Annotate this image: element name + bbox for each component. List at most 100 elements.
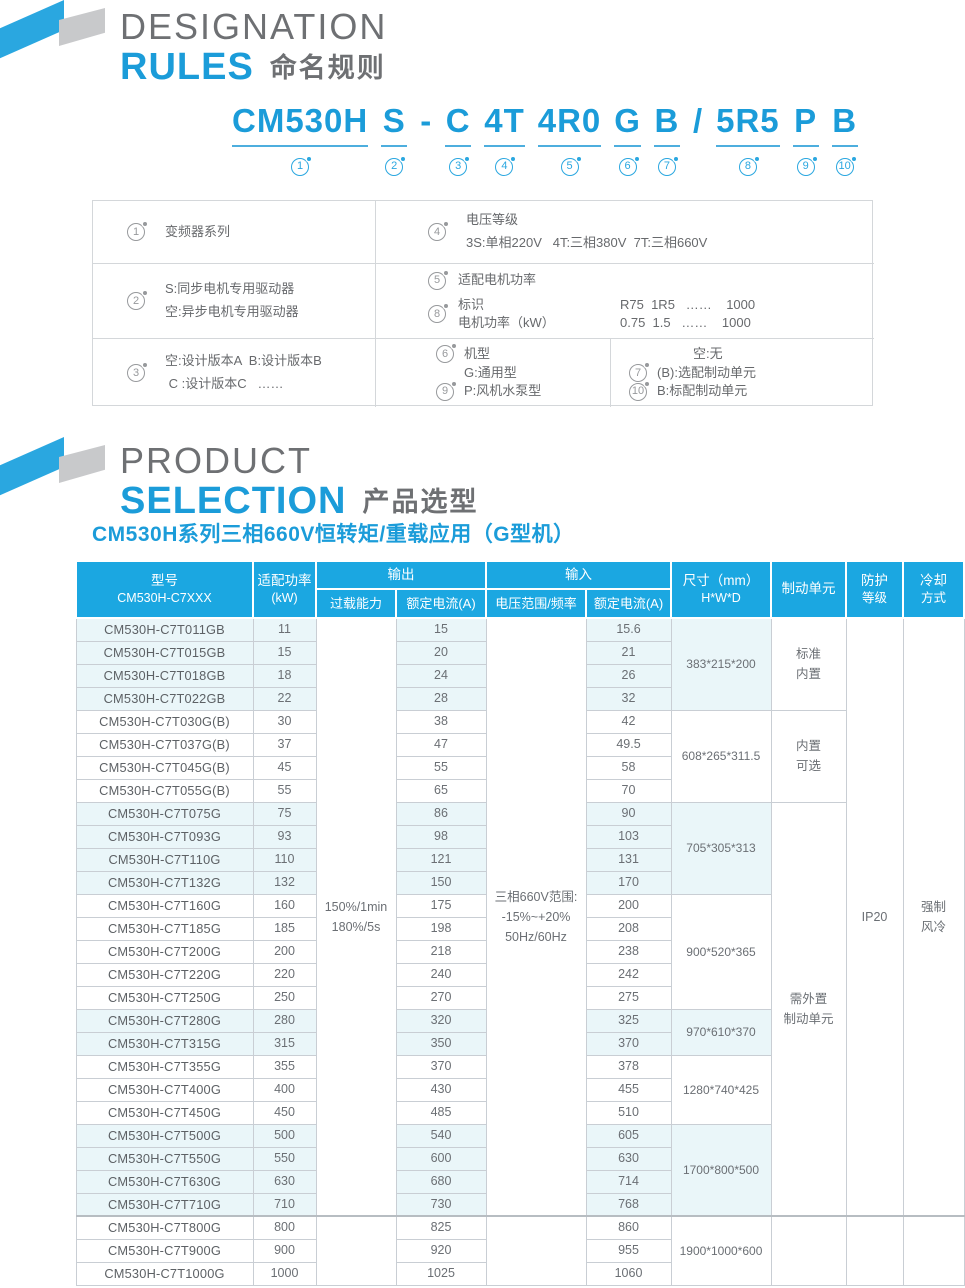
- circle-number-2: 2: [127, 291, 147, 310]
- brake-unit-group-cell: 标准 内置: [770, 617, 847, 711]
- selection-title-cn: 产品选型: [362, 487, 479, 517]
- input-current-cell: 21: [585, 640, 672, 665]
- col-header-in-current: 额定电流(A): [585, 588, 672, 619]
- spec-row: CM530H-C7T185G 185 198 208: [75, 916, 964, 941]
- designation-title-en: RULES: [120, 46, 254, 88]
- model-segment: CM530H 1: [232, 102, 369, 176]
- power-cell: 160: [252, 893, 317, 918]
- power-cell: 30: [252, 709, 317, 734]
- model-cell: CM530H-C7T220G: [75, 962, 254, 987]
- spec-row: CM530H-C7T055G(B) 55 65 70: [75, 778, 964, 803]
- output-current-cell: 920: [395, 1238, 487, 1263]
- model-cell: CM530H-C7T045G(B): [75, 755, 254, 780]
- overload-empty-cell: [315, 1215, 397, 1286]
- legend-text-9-p: P:风机水泵型: [464, 383, 542, 399]
- designation-legend-table: 1 变频器系列 4 电压等级 3S:单相220V 4T:三相380V 7T:三相…: [92, 200, 874, 407]
- power-cell: 37: [252, 732, 317, 757]
- circle-number-7: 7: [629, 363, 649, 382]
- input-current-cell: 955: [585, 1238, 672, 1263]
- selection-title-en: SELECTION: [120, 480, 347, 522]
- spec-table-title: CM530H系列三相660V恒转矩/重载应用（G型机）: [92, 523, 575, 546]
- model-segment-text: B: [654, 102, 680, 139]
- spec-row: CM530H-C7T075G 75 86 90 705*305*313 需外置 制动单元: [75, 801, 964, 1217]
- designation-title: RULES 命名规则: [120, 46, 386, 89]
- input-current-cell: 860: [585, 1215, 672, 1240]
- col-header-overload: 过载能力: [315, 588, 397, 619]
- output-current-cell: 680: [395, 1169, 487, 1194]
- circle-number-5: 5: [560, 156, 581, 176]
- designation-eyebrow: DESIGNATION: [120, 6, 388, 47]
- spec-row: CM530H-C7T250G 250 270 275: [75, 985, 964, 1010]
- power-cell: 400: [252, 1077, 317, 1102]
- power-cell: 630: [252, 1169, 317, 1194]
- circle-number-8: 8: [428, 304, 448, 324]
- model-segment-text: 5R5: [716, 102, 780, 139]
- col-header-power: 适配功率 (kW): [252, 560, 317, 619]
- model-segment: 4T 4: [484, 102, 525, 176]
- segment-underline: [653, 144, 680, 147]
- input-current-cell: 455: [585, 1077, 672, 1102]
- model-cell: CM530H-C7T037G(B): [75, 732, 254, 757]
- input-current-cell: 200: [585, 893, 672, 918]
- selection-title: SELECTION 产品选型: [120, 480, 478, 523]
- output-current-cell: 150: [395, 870, 487, 895]
- output-current-cell: 175: [395, 893, 487, 918]
- dimension-group-cell: 1700*800*500: [670, 1123, 772, 1217]
- legend-text-6-g: G:通用型: [464, 364, 517, 380]
- power-cell: 185: [252, 916, 317, 941]
- legend-text-7-none: 空:无: [693, 345, 723, 361]
- circle-number-9: 9: [436, 381, 456, 401]
- segment-underline: [537, 144, 602, 147]
- output-current-cell: 350: [395, 1031, 487, 1056]
- power-cell: 280: [252, 1008, 317, 1033]
- output-current-cell: 218: [395, 939, 487, 964]
- dimension-group-cell: 383*215*200: [670, 617, 772, 711]
- segment-underline: [484, 144, 525, 147]
- power-cell: 15: [252, 640, 317, 665]
- output-current-cell: 270: [395, 985, 487, 1010]
- output-current-cell: 15: [395, 617, 487, 642]
- model-segment-text: 4T: [484, 102, 525, 139]
- model-segment: B 10: [831, 102, 858, 176]
- col-header-brake: 制动单元: [770, 560, 847, 619]
- model-cell: CM530H-C7T110G: [75, 847, 254, 872]
- spec-row: CM530H-C7T1000G 1000 1025 1060: [75, 1261, 964, 1286]
- dimension-group-cell: 608*265*311.5: [670, 709, 772, 803]
- output-current-cell: 38: [395, 709, 487, 734]
- model-cell: CM530H-C7T132G: [75, 870, 254, 895]
- blue-ribbon-shape: [0, 0, 64, 59]
- model-cell: CM530H-C7T030G(B): [75, 709, 254, 734]
- segment-underline: [792, 144, 819, 147]
- input-current-cell: 605: [585, 1123, 672, 1148]
- model-segment-text: CM530H: [232, 102, 369, 139]
- legend-text-5-title: 适配电机功率: [458, 272, 537, 288]
- model-cell: CM530H-C7T450G: [75, 1100, 254, 1125]
- voltage-empty-cell: [485, 1215, 587, 1286]
- spec-row: CM530H-C7T710G 710 730 768: [75, 1192, 964, 1217]
- input-current-cell: 90: [585, 801, 672, 826]
- model-cell: CM530H-C7T710G: [75, 1192, 254, 1217]
- model-cell: CM530H-C7T200G: [75, 939, 254, 964]
- model-cell: CM530H-C7T355G: [75, 1054, 254, 1079]
- circle-number-7: 7: [657, 156, 678, 176]
- model-segment-text: B: [832, 102, 858, 139]
- spec-row: CM530H-C7T280G 280 320 325 970*610*370: [75, 1008, 964, 1056]
- col-header-cooling: 冷却 方式: [902, 560, 965, 619]
- model-segment-text: P: [794, 102, 818, 139]
- segment-underline: [232, 144, 369, 147]
- legend-text-8-values: R75 1R5 …… 1000 0.75 1.5 …… 1000: [620, 297, 756, 331]
- output-current-cell: 485: [395, 1100, 487, 1125]
- input-current-cell: 275: [585, 985, 672, 1010]
- power-cell: 355: [252, 1054, 317, 1079]
- model-cell: CM530H-C7T015GB: [75, 640, 254, 665]
- output-current-cell: 55: [395, 755, 487, 780]
- spec-row: CM530H-C7T800G 800 825 860 1900*1000*600: [75, 1215, 965, 1286]
- circle-number-6: 6: [618, 156, 639, 176]
- col-header-output-group: 输出: [315, 560, 487, 590]
- gray-ribbon-shape: [59, 445, 105, 483]
- input-current-cell: 1060: [585, 1261, 672, 1286]
- circle-number-4: 4: [495, 156, 516, 176]
- model-cell: CM530H-C7T630G: [75, 1169, 254, 1194]
